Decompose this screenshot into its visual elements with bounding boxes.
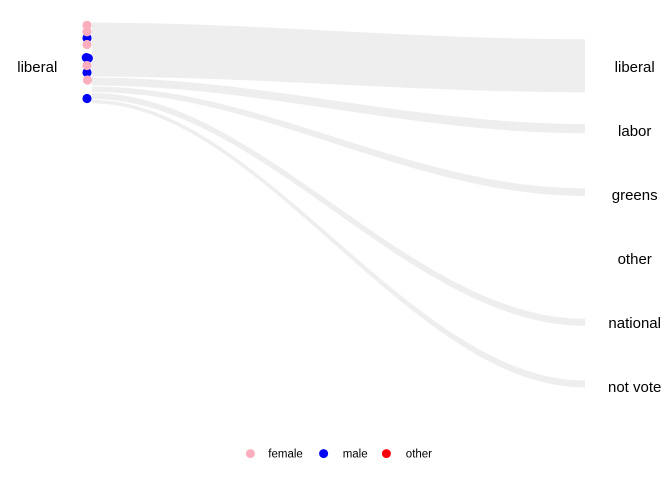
svg-text:national: national bbox=[608, 315, 661, 332]
svg-text:other: other bbox=[406, 449, 432, 461]
svg-text:greens: greens bbox=[612, 187, 658, 204]
svg-text:female: female bbox=[268, 449, 303, 461]
svg-text:other: other bbox=[618, 251, 652, 268]
svg-text:liberal: liberal bbox=[17, 59, 57, 76]
svg-text:not vote: not vote bbox=[608, 379, 661, 396]
svg-text:liberal: liberal bbox=[615, 59, 655, 76]
svg-text:labor: labor bbox=[618, 123, 651, 140]
svg-text:male: male bbox=[343, 449, 368, 461]
